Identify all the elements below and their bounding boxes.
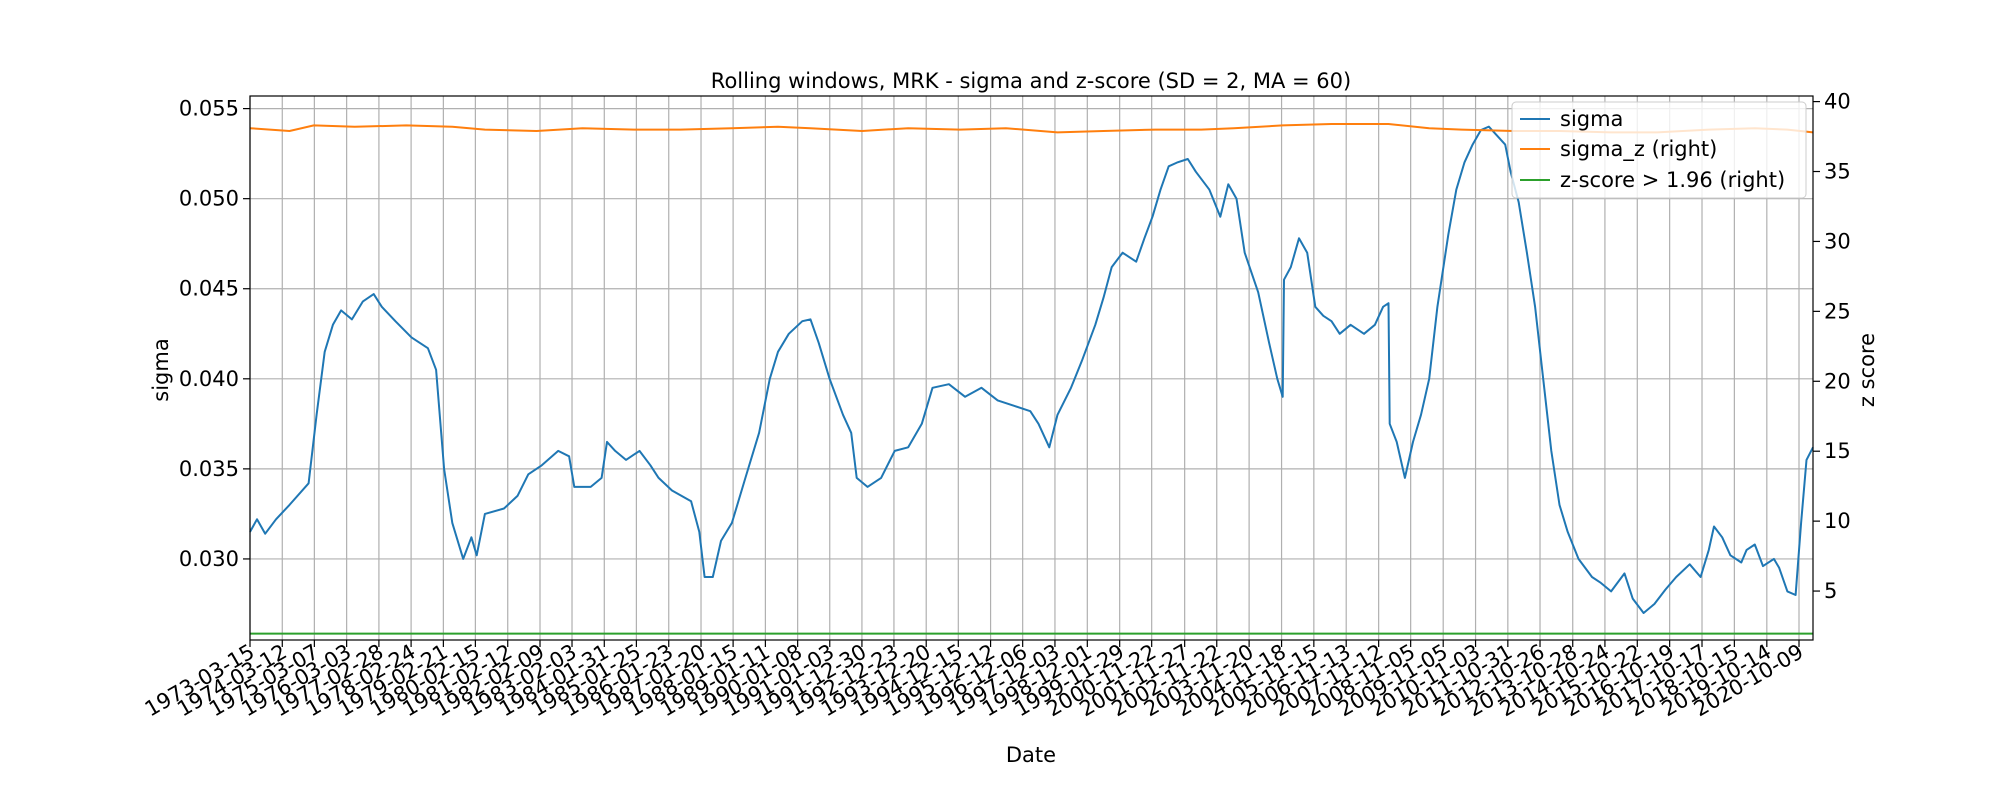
y-axis-label: sigma xyxy=(149,338,173,401)
y-tick-label: 0.045 xyxy=(179,277,239,301)
grid xyxy=(249,96,1813,640)
y-tick-label: 0.050 xyxy=(179,187,239,211)
y2-tick-label: 30 xyxy=(1824,229,1851,253)
y-tick-label: 0.030 xyxy=(179,547,239,571)
legend-box xyxy=(1511,101,1807,199)
y2-tick-label: 15 xyxy=(1824,439,1851,463)
legend-label-sigma-z: sigma_z (right) xyxy=(1560,137,1717,162)
y-tick-label: 0.035 xyxy=(179,457,239,481)
y2-tick-label: 20 xyxy=(1824,369,1851,393)
legend-label-sigma: sigma xyxy=(1560,107,1623,131)
y2-tick-label: 5 xyxy=(1824,579,1837,603)
y-tick-label: 0.040 xyxy=(179,367,239,391)
legend: sigma sigma_z (right) z-score > 1.96 (ri… xyxy=(1511,101,1807,199)
y2-tick-label: 35 xyxy=(1824,160,1851,184)
x-axis: 1973-03-151974-03-121975-03-071976-03-03… xyxy=(141,640,1808,722)
right-axis: 5 10 15 20 25 30 35 40 xyxy=(1813,90,1851,603)
y2-tick-label: 40 xyxy=(1824,90,1851,114)
y-tick-label: 0.055 xyxy=(179,97,239,121)
series-line-sigma xyxy=(249,125,1814,614)
y2-axis-label: z score xyxy=(1855,333,1879,407)
plot-frame xyxy=(249,95,1814,641)
left-axis: 0.030 0.035 0.040 0.045 0.050 0.055 xyxy=(179,97,250,571)
x-axis-label: Date xyxy=(1006,743,1056,767)
chart-title: Rolling windows, MRK - sigma and z-score… xyxy=(711,69,1351,93)
y2-tick-label: 10 xyxy=(1824,509,1851,533)
legend-label-z-threshold: z-score > 1.96 (right) xyxy=(1560,168,1785,192)
y2-tick-label: 25 xyxy=(1824,299,1851,323)
